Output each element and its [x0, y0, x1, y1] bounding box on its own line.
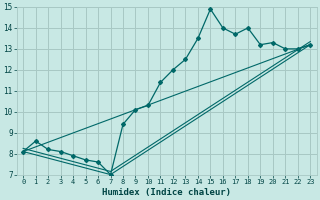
X-axis label: Humidex (Indice chaleur): Humidex (Indice chaleur): [102, 188, 231, 197]
